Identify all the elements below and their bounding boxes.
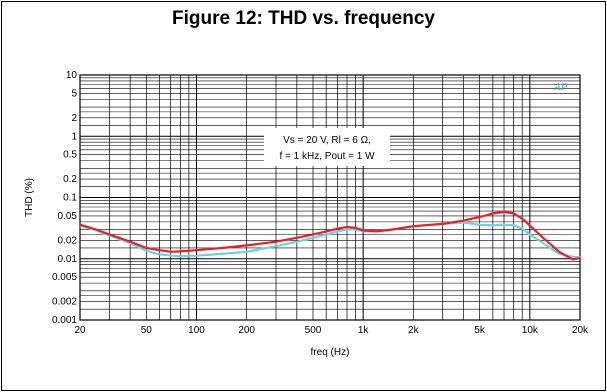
x-tick-label: 500 bbox=[305, 325, 322, 336]
x-tick-label: 2k bbox=[408, 325, 420, 336]
x-tick-label: 1k bbox=[358, 325, 370, 336]
y-axis-label: THD (%) bbox=[24, 178, 35, 217]
y-tick-labels: 10 5 2 1 0.5 0.2 0.1 0.05 0.02 0.01 0.005 0.002 0.00… bbox=[52, 70, 77, 326]
y-tick-label: 0.002 bbox=[52, 297, 77, 308]
x-tick-label: 10k bbox=[522, 325, 539, 336]
y-tick-label: 0.1 bbox=[63, 193, 77, 204]
figure-title: Figure 12: THD vs. frequency bbox=[172, 8, 435, 29]
x-tick-label: 100 bbox=[188, 325, 205, 336]
y-tick-label: 0.01 bbox=[58, 254, 78, 265]
series bbox=[78, 210, 582, 261]
x-tick-label: 20 bbox=[74, 325, 86, 336]
y-tick-label: 2 bbox=[71, 113, 77, 124]
x-tick-label: 50 bbox=[141, 325, 153, 336]
x-axis-label: freq (Hz) bbox=[311, 347, 350, 358]
annotation-line-1: Vs = 20 V, Rl = 6 Ω, bbox=[283, 135, 371, 146]
annotation-line-2: f = 1 kHz, Pout = 1 W bbox=[279, 151, 375, 162]
plot-border bbox=[79, 74, 581, 321]
series-line-cyan bbox=[78, 221, 582, 259]
ap-logo: AP bbox=[553, 81, 568, 93]
annotation-box: Vs = 20 V, Rl = 6 Ω, f = 1 kHz, Pout = 1… bbox=[264, 128, 391, 166]
y-tick-label: 0.001 bbox=[52, 315, 77, 326]
x-tick-label: 20k bbox=[572, 325, 589, 336]
y-tick-label: 0.005 bbox=[52, 272, 77, 283]
y-tick-label: 0.05 bbox=[58, 211, 78, 222]
y-tick-label: 0.02 bbox=[58, 235, 78, 246]
y-tick-label: 0.2 bbox=[63, 174, 77, 185]
x-tick-label: 200 bbox=[238, 325, 255, 336]
series-line-red bbox=[78, 210, 582, 261]
y-tick-label: 0.5 bbox=[63, 150, 77, 161]
x-tick-labels: 20 50 100 200 500 1k 2k 5k 10k 20k bbox=[74, 325, 589, 336]
grid bbox=[79, 74, 581, 321]
y-tick-label: 10 bbox=[66, 70, 78, 81]
y-tick-label: 1 bbox=[71, 131, 77, 142]
y-tick-label: 5 bbox=[71, 88, 77, 99]
x-tick-label: 5k bbox=[474, 325, 486, 336]
